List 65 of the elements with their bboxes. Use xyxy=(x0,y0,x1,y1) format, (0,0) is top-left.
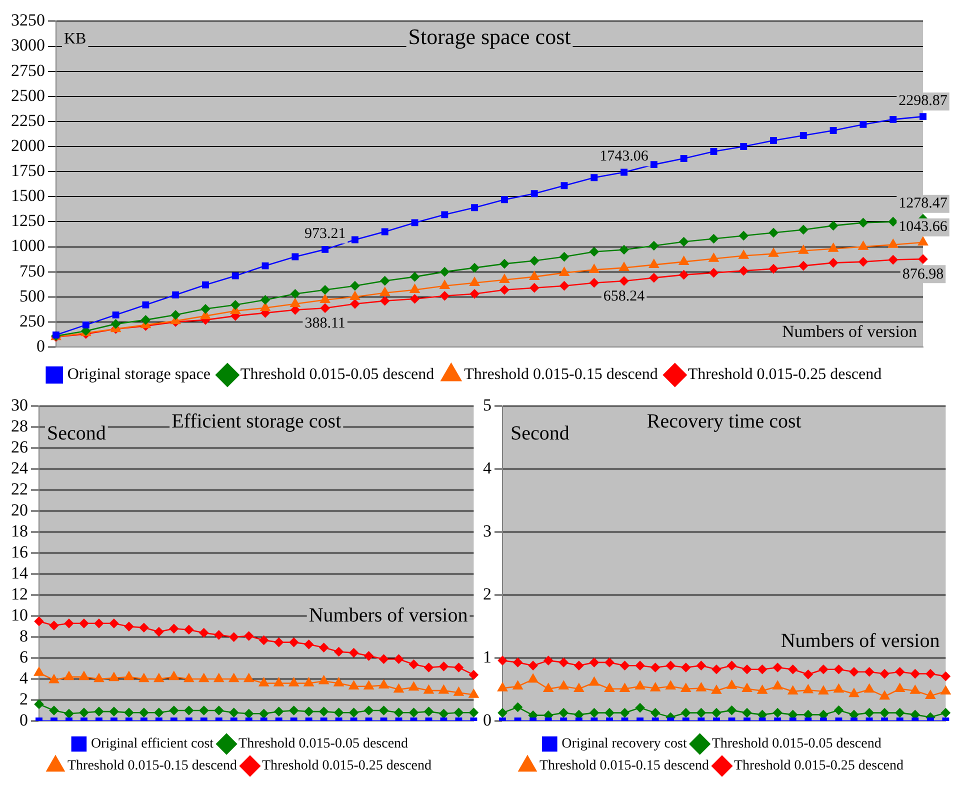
legend-label: Threshold 0.015-0.25 descend xyxy=(688,366,882,384)
y-tick-label: 24 xyxy=(11,458,28,478)
y-tick-label: 14 xyxy=(11,564,28,583)
y-tick-label: 3 xyxy=(483,522,492,541)
y-tick-label: 4 xyxy=(20,668,28,688)
y-tick-label: 3000 xyxy=(11,36,45,55)
y-tick-label: 250 xyxy=(20,311,45,330)
y-tick-label: 0 xyxy=(483,710,492,730)
y-tick-label: 22 xyxy=(11,480,28,499)
y-tick-label: 26 xyxy=(11,438,28,457)
y-tick-label: 2500 xyxy=(11,86,45,105)
legend-label: Threshold 0.015-0.05 descend xyxy=(238,736,408,752)
legend-label: Original recovery cost xyxy=(562,736,687,752)
legend-label: Threshold 0.015-0.25 descend xyxy=(734,758,904,774)
y-axis-title: KB xyxy=(64,30,86,48)
y-tick-label: 1750 xyxy=(11,161,45,180)
y-tick-label: 1500 xyxy=(11,186,45,206)
legend-label: Threshold 0.015-0.15 descend xyxy=(67,758,238,774)
y-tick-label: 18 xyxy=(11,522,28,541)
data-label: 2298.87 xyxy=(898,92,948,109)
data-label: 876.98 xyxy=(902,266,944,283)
legend-label: Threshold 0.015-0.15 descend xyxy=(539,758,710,774)
y-tick-label: 1000 xyxy=(11,236,45,256)
legend-label: Original efficient cost xyxy=(90,736,214,752)
chart-title: Storage space cost xyxy=(408,24,571,49)
legend-label: Threshold 0.015-0.05 descend xyxy=(240,366,434,384)
y-tick-label: 750 xyxy=(20,261,45,280)
y-tick-label: 500 xyxy=(20,286,45,306)
y-tick-label: 30 xyxy=(11,396,28,415)
y-axis-title: Second xyxy=(47,422,106,444)
legend-label: Original storage space xyxy=(67,366,210,384)
legend-label: Threshold 0.015-0.05 descend xyxy=(712,736,882,752)
x-axis-title: Numbers of version xyxy=(780,630,940,652)
data-label: 1043.66 xyxy=(898,218,948,235)
chart-title: Efficient storage cost xyxy=(172,410,342,432)
y-tick-label: 3250 xyxy=(11,10,45,30)
y-tick-label: 1 xyxy=(483,648,492,667)
y-tick-label: 8 xyxy=(20,626,28,646)
y-tick-label: 2750 xyxy=(11,60,45,80)
data-label: 658.24 xyxy=(603,288,646,304)
x-axis-title: Numbers of version xyxy=(308,604,468,626)
y-tick-label: 16 xyxy=(11,542,28,562)
y-tick-label: 28 xyxy=(11,416,28,436)
y-tick-label: 20 xyxy=(11,500,28,520)
y-tick-label: 12 xyxy=(11,584,28,604)
y-tick-label: 0 xyxy=(20,710,28,730)
y-axis-title: Second xyxy=(510,422,570,444)
y-tick-label: 6 xyxy=(20,648,28,667)
y-tick-label: 2 xyxy=(20,689,28,708)
data-label: 388.11 xyxy=(304,316,346,332)
x-axis-title: Numbers of version xyxy=(782,322,918,341)
data-label: 1278.47 xyxy=(898,195,948,212)
y-tick-label: 10 xyxy=(11,606,28,625)
y-tick-label: 0 xyxy=(36,336,45,356)
data-label: 1743.06 xyxy=(600,148,649,165)
y-tick-label: 2 xyxy=(483,584,492,604)
chart-title: Recovery time cost xyxy=(646,410,802,432)
legend-label: Threshold 0.015-0.25 descend xyxy=(262,758,432,774)
y-tick-label: 4 xyxy=(483,458,492,478)
data-label: 973.21 xyxy=(304,226,346,242)
y-tick-label: 2000 xyxy=(11,136,45,155)
y-tick-label: 1250 xyxy=(11,211,45,230)
y-tick-label: 5 xyxy=(483,396,492,415)
y-tick-label: 2250 xyxy=(11,110,45,130)
legend-label: Threshold 0.015-0.15 descend xyxy=(464,366,658,384)
